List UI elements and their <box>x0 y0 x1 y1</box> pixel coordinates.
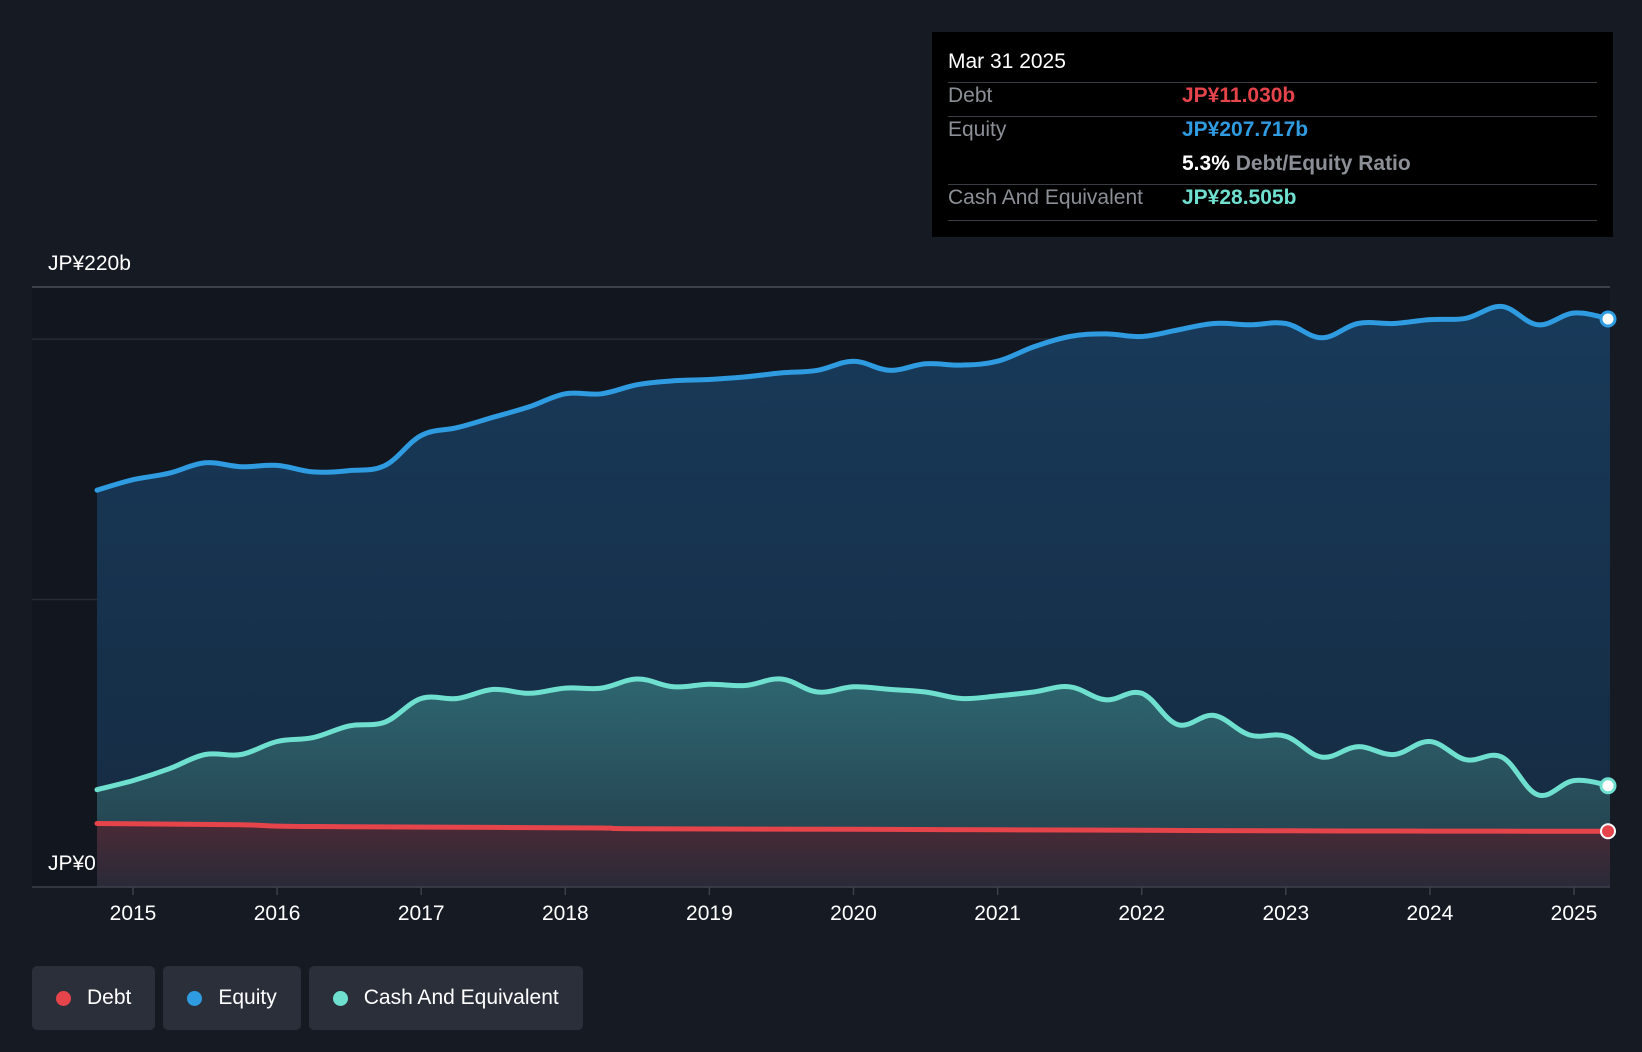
line-cash-and-equivalent <box>94 676 1613 799</box>
x-tick-label: 2024 <box>1407 902 1454 925</box>
legend-item-debt[interactable]: Debt <box>32 966 156 1030</box>
line-debt <box>94 821 1613 834</box>
x-tick-label: 2025 <box>1551 902 1598 925</box>
x-tick-label: 2020 <box>830 902 877 925</box>
tooltip-divider <box>948 220 1597 221</box>
legend-dot-equity <box>187 990 203 1006</box>
end-marker-equity[interactable] <box>1599 310 1617 328</box>
x-tick-label: 2019 <box>686 902 733 925</box>
tooltip-equity-value: JP¥207.717b <box>1182 118 1309 141</box>
end-marker-debt[interactable] <box>1600 823 1616 840</box>
end-marker-cash-and-equivalent[interactable] <box>1599 777 1617 795</box>
x-tick-label: 2018 <box>542 902 589 925</box>
legend-item-cash[interactable]: Cash And Equivalent <box>308 966 583 1030</box>
tooltip-panel: Mar 31 2025 Debt JP¥11.030b Equity JP¥20… <box>932 32 1613 237</box>
tooltip-date: Mar 31 2025 <box>948 50 1066 73</box>
legend-item-equity[interactable]: Equity <box>163 966 301 1030</box>
tooltip-ratio-label: Debt/Equity Ratio <box>1235 152 1411 175</box>
x-tick-label: 2017 <box>398 902 445 925</box>
x-tick-label: 2023 <box>1262 902 1309 925</box>
legend-dot-cash <box>332 990 348 1006</box>
legend-dot-debt <box>56 990 71 1006</box>
x-tick-label: 2021 <box>974 902 1021 925</box>
legend-label-cash: Cash And Equivalent <box>363 986 559 1009</box>
tooltip-cash-value: JP¥28.505b <box>1182 186 1297 209</box>
legend-label-debt: Debt <box>87 986 132 1009</box>
tooltip-divider <box>948 82 1597 83</box>
x-tick-label: 2022 <box>1118 902 1165 925</box>
tooltip-cash-label: Cash And Equivalent <box>948 186 1143 209</box>
tooltip-ratio: 5.3% Debt/Equity Ratio <box>1182 152 1411 176</box>
y-tick-label-top: JP¥220b <box>48 252 131 275</box>
y-tick-label-bottom: JP¥0 <box>48 852 96 875</box>
x-tick-label: 2016 <box>254 902 301 925</box>
chart-legend: Debt Equity Cash And Equivalent <box>32 966 583 1030</box>
tooltip-ratio-value: 5.3% <box>1182 152 1230 175</box>
x-tick-label: 2015 <box>110 902 157 925</box>
tooltip-equity-label: Equity <box>948 118 1007 141</box>
tooltip-divider <box>948 116 1597 117</box>
tooltip-debt-value: JP¥11.030b <box>1182 84 1296 107</box>
area-debt <box>97 823 1610 887</box>
tooltip-debt-label: Debt <box>948 84 993 107</box>
legend-label-equity: Equity <box>218 986 277 1009</box>
tooltip-divider <box>948 184 1597 185</box>
line-equity <box>94 303 1613 493</box>
